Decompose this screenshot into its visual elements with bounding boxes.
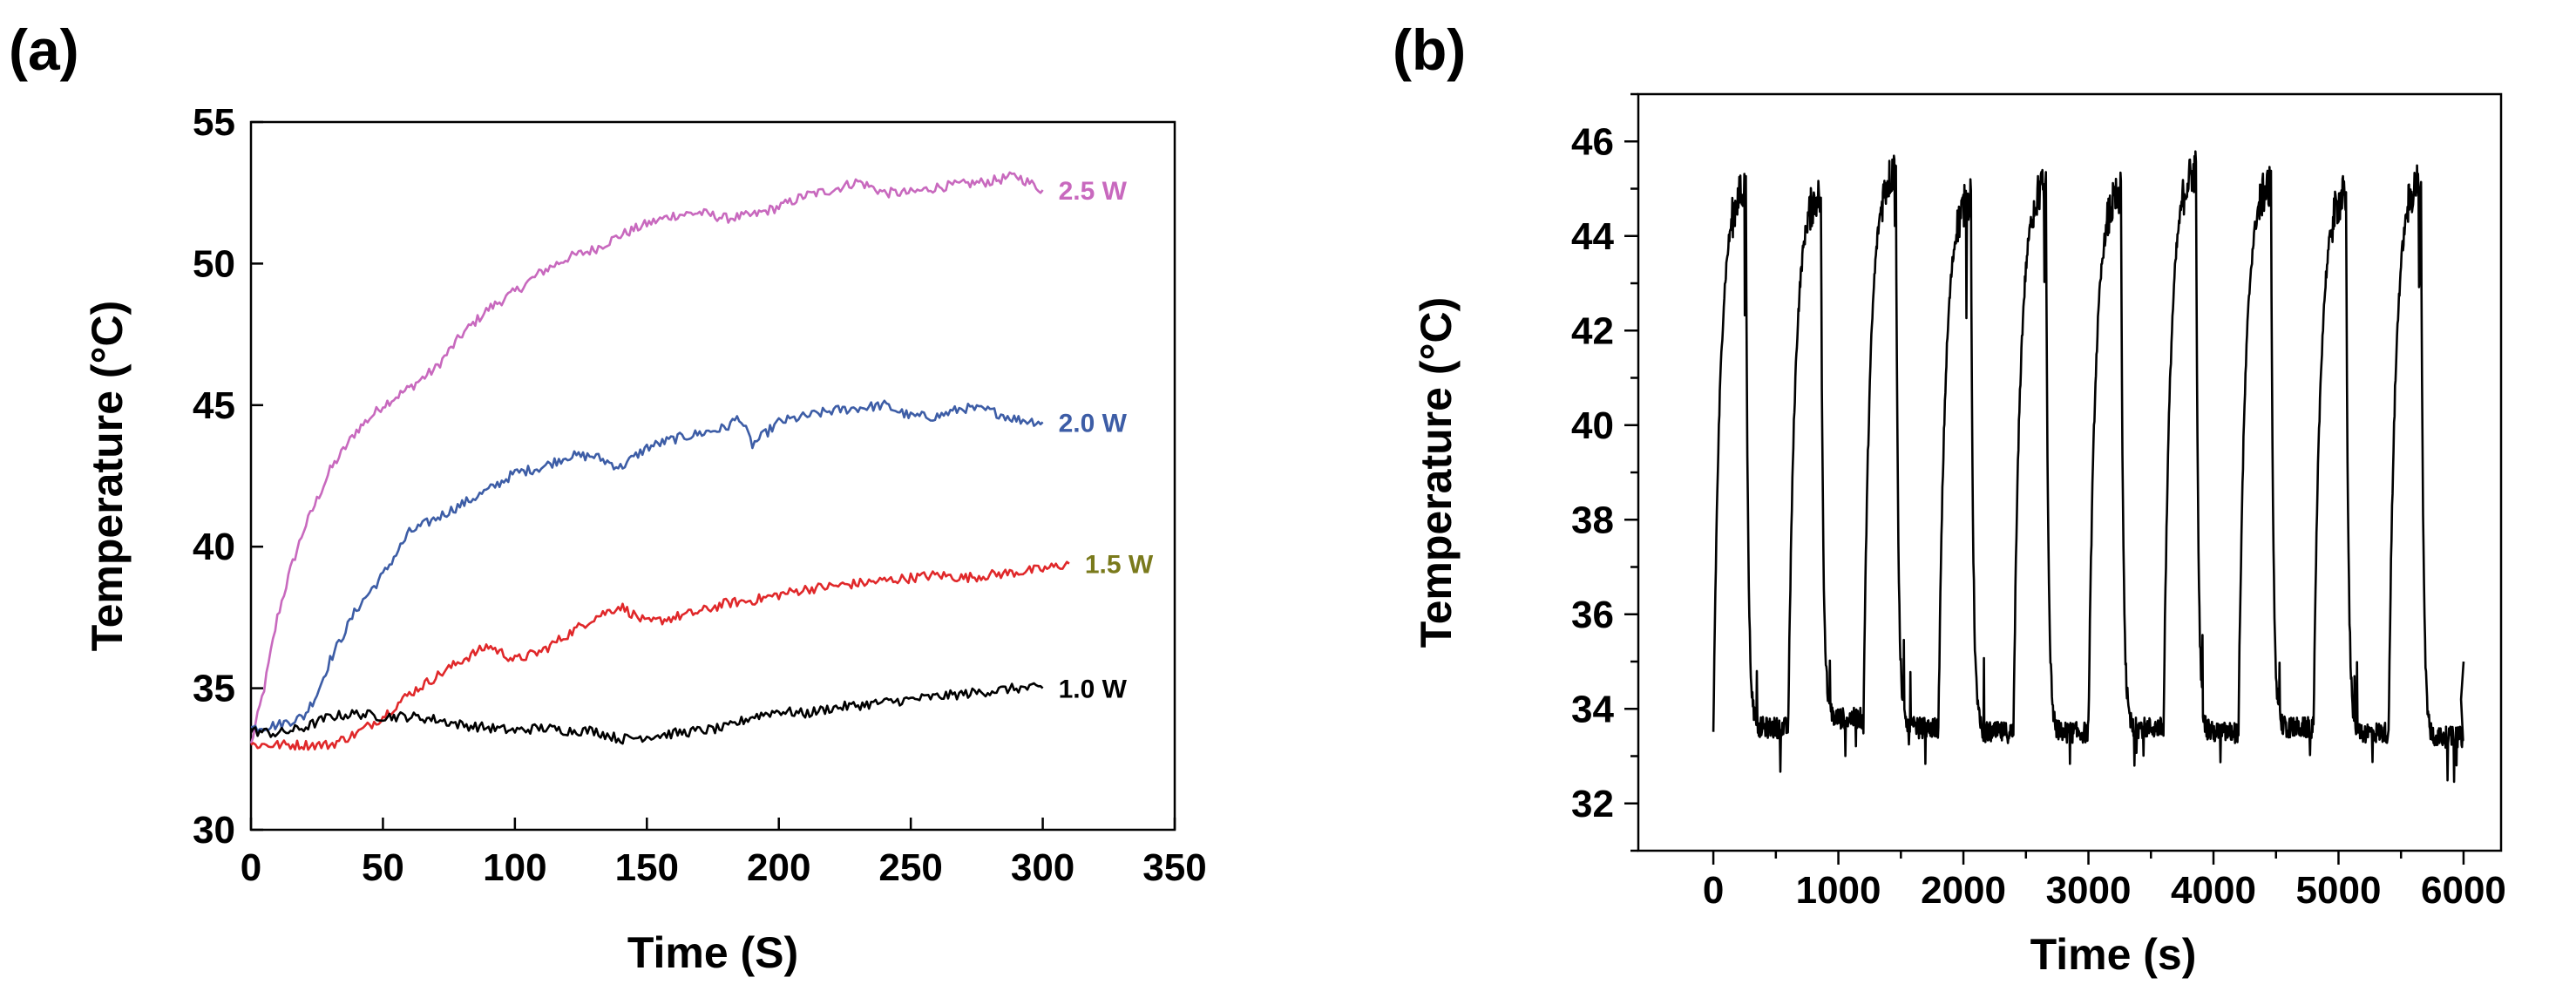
x-tick-label-a: 350 xyxy=(1142,846,1206,889)
x-tick-label-b: 2000 xyxy=(1921,869,2006,912)
x-tick-label-a: 250 xyxy=(878,846,942,889)
series-b xyxy=(1712,150,2465,784)
x-tick-label-a: 100 xyxy=(483,846,546,889)
series-line-2-0-W xyxy=(251,399,1044,733)
x-tick-label-b: 3000 xyxy=(2046,869,2132,912)
y-tick-label-b: 42 xyxy=(1571,309,1614,352)
y-tick-label-b: 44 xyxy=(1571,215,1614,258)
x-tick-label-b: 4000 xyxy=(2171,869,2256,912)
x-tick-label-a: 200 xyxy=(747,846,810,889)
x-axis-title-a: Time (S) xyxy=(627,928,798,977)
x-tick-label-b: 6000 xyxy=(2421,869,2506,912)
ticks-a: 0 50 100 150 200 250 300 350 30 35 40 45 50 55 xyxy=(193,101,1207,889)
series-a: 2.5 W 2.0 W 1.5 W 1.0 W xyxy=(249,171,1154,751)
x-tick-label-a: 150 xyxy=(615,846,679,889)
y-tick-label-b: 34 xyxy=(1571,688,1614,730)
x-tick-label-a: 50 xyxy=(362,846,404,889)
y-tick-label-a: 50 xyxy=(193,242,235,285)
x-tick-label-a: 0 xyxy=(241,846,261,889)
panel-b: (b) 0 1000 2000 3000 4000 5000 6000 32 34 36 38 40 4… xyxy=(1393,17,2506,979)
y-tick-label-b: 46 xyxy=(1571,120,1614,163)
panel-label-b: (b) xyxy=(1393,17,1466,82)
series-line-cycling xyxy=(1712,150,2465,784)
series-label: 1.0 W xyxy=(1059,676,1128,704)
y-tick-label-a: 45 xyxy=(193,384,235,427)
panel-a: (a) 0 50 100 150 200 250 300 350 30 35 40 45 50 55 2.… xyxy=(9,17,1207,977)
series-line-2-5-W xyxy=(249,171,1044,744)
series-line-1-5-W xyxy=(250,560,1070,751)
x-tick-label-b: 1000 xyxy=(1796,869,1881,912)
y-tick-label-b: 38 xyxy=(1571,499,1614,541)
series-label: 1.5 W xyxy=(1085,551,1154,580)
y-tick-label-a: 55 xyxy=(193,101,235,144)
y-tick-label-b: 36 xyxy=(1571,594,1614,636)
panel-label-a: (a) xyxy=(9,17,79,82)
y-axis-title-b: Temperature (°C) xyxy=(1412,297,1461,648)
x-tick-label-b: 0 xyxy=(1703,869,1724,912)
y-tick-label-b: 40 xyxy=(1571,404,1614,447)
y-tick-label-b: 32 xyxy=(1571,783,1614,825)
y-tick-label-a: 35 xyxy=(193,668,235,710)
series-label: 2.0 W xyxy=(1059,409,1128,438)
x-tick-label-b: 5000 xyxy=(2296,869,2382,912)
series-line-1-0-W xyxy=(249,682,1044,745)
x-axis-title-b: Time (s) xyxy=(2030,930,2197,979)
y-tick-label-a: 40 xyxy=(193,526,235,568)
plot-frame-a xyxy=(249,120,1176,832)
y-axis-title-a: Temperature (°C) xyxy=(83,301,132,651)
y-tick-label-a: 30 xyxy=(193,809,235,852)
x-tick-label-a: 300 xyxy=(1011,846,1074,889)
series-label: 2.5 W xyxy=(1059,177,1128,206)
ticks-b: 0 1000 2000 3000 4000 5000 6000 32 34 36 38 40 42 44 4… xyxy=(1571,92,2506,912)
